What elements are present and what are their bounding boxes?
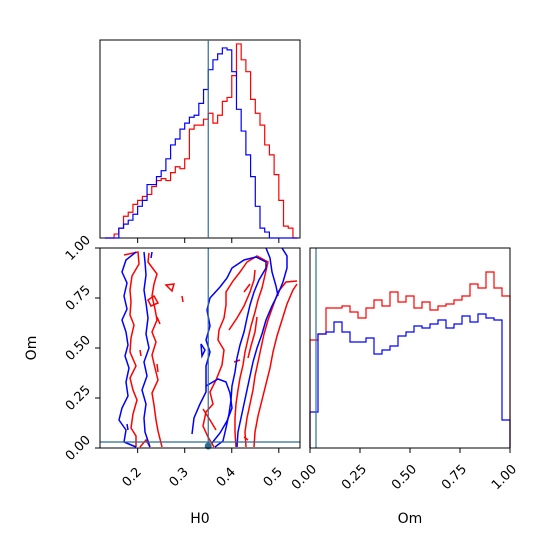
blue-contour-path [126,423,129,431]
om-histogram-panel: 0.00 0.25 0.50 0.75 1.00 Om [289,247,520,527]
h0-histogram-ticks [137,238,280,243]
h0-histogram-series [104,43,298,239]
om-x-ticks: 0.00 0.25 0.50 0.75 1.00 [289,448,520,493]
h0-axis-label: H0 [190,511,209,527]
red-contour-path [202,408,217,431]
red-contour-path [147,294,160,307]
histogram-series-1 [309,313,511,448]
blue-contour-path [236,248,288,448]
red-contour-path [247,316,258,359]
h0-tick-label: 0.4 [214,465,239,490]
om-tick-label: 0.25 [63,383,94,414]
h0-tick-label: 0.3 [167,465,192,490]
blue-contour-path [118,251,137,448]
red-contour-path [164,283,176,293]
om-tick-label: 0.75 [439,462,470,493]
red-contour-path [228,269,256,331]
om-tick-label: 0.75 [63,283,94,314]
red-contour-path [156,316,161,325]
om-tick-label: 0.50 [63,333,94,364]
om-histogram-axis-label: Om [398,511,423,527]
om-tick-label: 0.00 [63,433,94,464]
blue-contours [118,248,288,448]
blue-contour-path [150,251,153,259]
red-contour-path [243,436,249,441]
om-histogram-series [309,271,511,448]
red-contour-path [253,283,298,448]
blue-contour-path [265,248,279,297]
om-tick-label: 1.00 [63,233,94,264]
blue-contour-path [141,251,151,448]
om-histogram-frame [309,247,511,449]
joint-contour-panel: 0.2 0.3 0.4 0.5 0.00 0.25 0.50 0.75 1.00 H0 Om [24,233,301,527]
blue-contour-path [205,378,233,444]
red-contour-path [243,283,251,293]
histogram-series-0 [309,271,511,448]
om-tick-label: 0.25 [339,462,370,493]
red-contour-path [181,295,184,303]
om-tick-label: 0.00 [289,462,320,493]
red-contour-path [123,251,140,447]
h0-histogram-frame [99,39,301,239]
blue-contour-path [191,256,267,448]
histogram-series-1 [104,47,298,239]
histogram-series-0 [104,43,298,239]
red-contour-path [147,252,163,448]
h0-histogram-panel [99,39,301,243]
joint-x-ticks: 0.2 0.3 0.4 0.5 [120,448,286,490]
om-axis-label: Om [24,336,40,361]
om-tick-label: 1.00 [489,462,520,493]
h0-tick-label: 0.5 [261,465,286,490]
blue-contour-path [200,343,206,359]
red-contours [123,251,298,448]
red-contour-path [202,255,269,448]
om-tick-label: 0.50 [389,462,420,493]
red-contour-path [156,363,159,373]
h0-tick-label: 0.2 [120,465,145,490]
joint-y-ticks: 0.00 0.25 0.50 0.75 1.00 [63,233,100,464]
red-contour-path [139,349,142,357]
